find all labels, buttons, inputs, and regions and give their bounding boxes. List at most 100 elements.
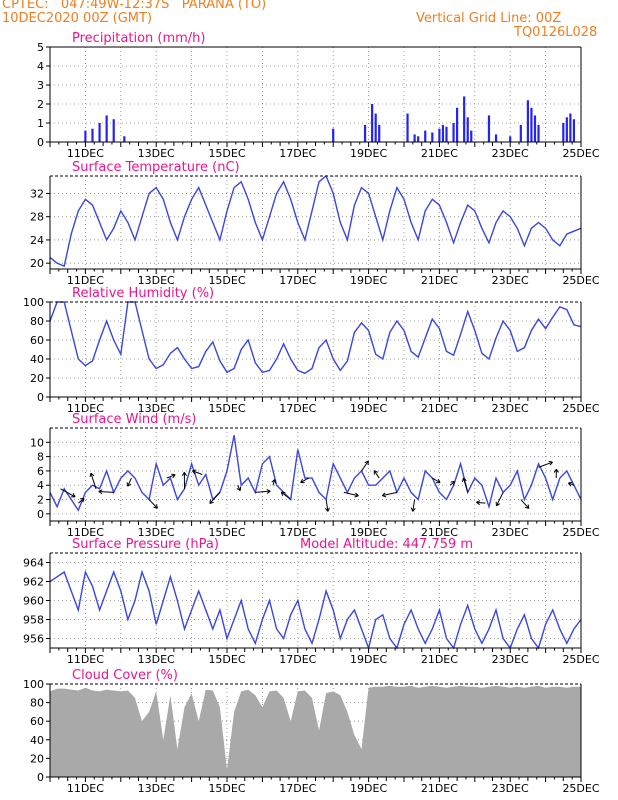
precip-bar bbox=[378, 124, 381, 142]
wind-arrow bbox=[192, 470, 203, 475]
x-tick-label: 23DEC bbox=[492, 274, 529, 287]
wind-arrow-head bbox=[183, 472, 187, 476]
wind-arrow bbox=[432, 477, 441, 484]
precip-bar bbox=[413, 134, 416, 142]
precip-bar bbox=[569, 113, 572, 142]
x-tick-label: 21DEC bbox=[421, 402, 458, 415]
x-tick-label: 11DEC bbox=[67, 653, 104, 666]
wind-arrow-head bbox=[527, 504, 530, 509]
y-tick-label: 80 bbox=[30, 315, 44, 328]
wind-arrow bbox=[148, 499, 158, 509]
precip-bar bbox=[526, 100, 529, 142]
wind-arrow-head bbox=[280, 491, 284, 497]
panel-title: Relative Humidity (%) bbox=[72, 286, 214, 301]
x-tick-label: 23DEC bbox=[492, 526, 529, 539]
wind-arrow-head bbox=[80, 497, 85, 500]
wind-arrow-head bbox=[236, 488, 241, 492]
precip-bar bbox=[424, 130, 427, 142]
x-tick-label: 17DEC bbox=[279, 526, 316, 539]
precip-bar bbox=[466, 117, 469, 142]
precip-bar bbox=[123, 136, 126, 142]
y-tick-label: 40 bbox=[30, 734, 44, 747]
panel-title: Surface Pressure (hPa) bbox=[72, 537, 219, 552]
wind-arrow bbox=[127, 477, 132, 487]
x-tick-label: 13DEC bbox=[138, 526, 175, 539]
wind-arrow-head bbox=[89, 473, 92, 478]
x-tick-label: 19DEC bbox=[350, 147, 387, 160]
y-tick-label: 100 bbox=[23, 678, 44, 691]
header-title: CPTEC: 047:49W-12:37S PARANA (TO) bbox=[2, 0, 267, 12]
precip-bar bbox=[533, 115, 537, 142]
wind-arrow bbox=[496, 492, 504, 507]
wind-arrow bbox=[78, 497, 85, 504]
wind-arrow-head bbox=[461, 477, 464, 483]
x-tick-label: 25DEC bbox=[562, 147, 599, 160]
x-tick-label: 21DEC bbox=[421, 782, 458, 795]
precip-bar bbox=[438, 128, 441, 142]
y-tick-label: 6 bbox=[37, 465, 44, 478]
precip-bar bbox=[112, 119, 115, 142]
wind-arrow-head bbox=[271, 479, 276, 483]
series-line bbox=[49, 569, 582, 651]
wind-arrow bbox=[209, 492, 221, 504]
wind-arrow-head bbox=[172, 474, 176, 479]
wind-arrow bbox=[343, 491, 359, 497]
wind-arrow-head bbox=[82, 498, 85, 503]
wind-arrow-head bbox=[524, 506, 530, 509]
wind-arrow-head bbox=[452, 481, 456, 486]
x-tick-label: 19DEC bbox=[350, 653, 387, 666]
x-tick-label: 19DEC bbox=[350, 526, 387, 539]
y-tick-label: 0 bbox=[37, 136, 44, 149]
wind-arrow bbox=[60, 488, 76, 498]
wind-arrow bbox=[462, 477, 469, 493]
cloud-cover-area bbox=[50, 685, 581, 777]
header-grid-note: Vertical Grid Line: 00Z bbox=[416, 11, 562, 26]
y-tick-label: 28 bbox=[30, 211, 44, 224]
wind-arrow-head bbox=[463, 477, 467, 482]
y-tick-label: 32 bbox=[30, 187, 44, 200]
y-tick-label: 960 bbox=[23, 595, 44, 608]
panel-title: Cloud Cover (%) bbox=[72, 668, 178, 683]
x-tick-label: 11DEC bbox=[67, 274, 104, 287]
y-tick-label: 0 bbox=[37, 508, 44, 521]
wind-arrow-head bbox=[266, 490, 271, 494]
x-tick-label: 13DEC bbox=[138, 274, 175, 287]
wind-arrow-head bbox=[171, 473, 176, 476]
wind-arrow bbox=[382, 491, 398, 497]
y-tick-label: 60 bbox=[30, 715, 44, 728]
x-tick-label: 17DEC bbox=[279, 402, 316, 415]
y-tick-label: 8 bbox=[37, 451, 44, 464]
x-tick-label: 21DEC bbox=[421, 526, 458, 539]
y-tick-label: 20 bbox=[30, 752, 44, 765]
x-tick-label: 11DEC bbox=[67, 402, 104, 415]
x-tick-label: 15DEC bbox=[208, 402, 245, 415]
wind-arrow bbox=[281, 491, 292, 500]
y-tick-label: 40 bbox=[30, 353, 44, 366]
y-tick-label: 962 bbox=[23, 576, 44, 589]
wind-arrow-head bbox=[381, 492, 386, 497]
precip-bar bbox=[431, 132, 434, 142]
header-date: 10DEC2020 00Z (GMT) bbox=[2, 11, 153, 26]
wind-arrow bbox=[476, 501, 486, 504]
wind-arrow-head bbox=[410, 507, 414, 512]
wind-arrow-head bbox=[373, 470, 379, 473]
x-tick-label: 19DEC bbox=[350, 274, 387, 287]
wind-arrow-head bbox=[266, 488, 271, 492]
x-tick-label: 13DEC bbox=[138, 402, 175, 415]
x-tick-label: 23DEC bbox=[492, 782, 529, 795]
wind-arrow bbox=[237, 485, 241, 491]
precip-bar bbox=[509, 136, 512, 142]
precip-bar bbox=[91, 128, 94, 142]
wind-arrow-head bbox=[548, 460, 553, 463]
wind-arrow-head bbox=[382, 495, 387, 498]
wind-arrow-head bbox=[72, 493, 76, 498]
y-tick-label: 5 bbox=[37, 41, 44, 54]
panel-title: Precipitation (mm/h) bbox=[72, 31, 205, 46]
wind-arrow bbox=[538, 461, 553, 468]
wind-arrow-head bbox=[354, 495, 359, 498]
precip-bar bbox=[84, 130, 87, 142]
x-tick-label: 25DEC bbox=[562, 653, 599, 666]
precip-bar bbox=[445, 126, 448, 142]
precip-bar bbox=[363, 124, 367, 142]
